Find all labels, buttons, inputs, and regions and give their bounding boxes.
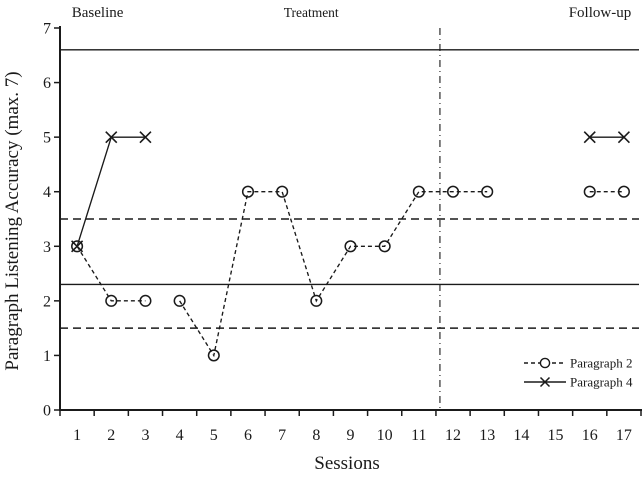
data-point-circle [139,294,152,307]
data-point-circle [276,185,289,198]
y-tick-label: 2 [43,293,51,310]
series-line-segment [76,136,146,247]
data-point-circle [378,240,391,253]
legend-label-paragraph-4: Paragraph 4 [570,375,633,390]
legend-label-paragraph-2: Paragraph 2 [570,356,632,371]
x-tick-label: 17 [616,427,632,444]
x-tick-label: 10 [377,427,393,444]
y-tick-label: 3 [43,239,51,256]
x-tick-label: 14 [513,427,529,444]
legend-circle-marker-icon [539,357,551,369]
data-point-x [583,131,596,144]
data-point-circle [241,185,255,198]
x-tick-label: 1 [73,427,81,444]
series-paragraph-2 [71,185,630,362]
data-point-circle [446,185,460,198]
data-point-circle [105,294,118,307]
y-tick-label: 0 [43,403,51,420]
y-tick-label: 7 [43,21,51,38]
x-tick-label: 15 [548,427,564,444]
phase-labels-layer: Baseline Treatment Follow-up [72,5,631,21]
x-tick-label: 7 [278,427,286,444]
series-line-segment [179,191,488,358]
x-tick-label: 4 [176,427,184,444]
data-point-circle [344,240,357,253]
x-axis-title: Sessions [314,453,379,474]
data-point-circle [583,185,596,198]
data-point-x [71,240,84,253]
legend: Paragraph 2 Paragraph 4 [524,356,633,390]
data-point-circle [617,185,630,198]
data-point-circle [412,185,425,198]
x-tick-label: 5 [210,427,218,444]
data-point-x [105,131,118,144]
data-point-x [139,131,152,144]
x-tick-label: 9 [347,427,355,444]
legend-item-paragraph-2: Paragraph 2 [524,356,632,371]
y-axis-title: Paragraph Listening Accuracy (max. 7) [2,71,23,370]
reference-lines-layer [60,28,639,411]
x-tick-label: 6 [244,427,252,444]
x-tick-label: 2 [107,427,115,444]
legend-x-marker-icon [539,376,551,388]
data-point-circle [481,185,494,198]
phase-label: Treatment [284,5,339,20]
x-tick-label: 3 [141,427,149,444]
y-tick-label: 1 [43,348,51,365]
data-point-circle [173,294,186,307]
series-line-segment [76,245,146,302]
phase-label: Follow-up [569,5,632,21]
x-tick-label: 8 [312,427,320,444]
y-tick-label: 4 [43,184,51,201]
data-point-circle [71,240,84,253]
series-layer [71,131,630,362]
x-tick-label: 16 [582,427,598,444]
series-paragraph-4 [71,131,630,253]
y-tick-label: 5 [43,130,51,147]
x-tick-label: 13 [479,427,495,444]
data-point-circle [310,294,323,307]
x-tick-label: 11 [411,427,426,444]
data-point-circle [207,349,220,362]
data-point-x [617,131,630,144]
y-tick-label: 6 [43,75,51,92]
x-tick-label: 12 [445,427,461,444]
legend-item-paragraph-4: Paragraph 4 [524,375,633,390]
phase-label: Baseline [72,5,124,21]
